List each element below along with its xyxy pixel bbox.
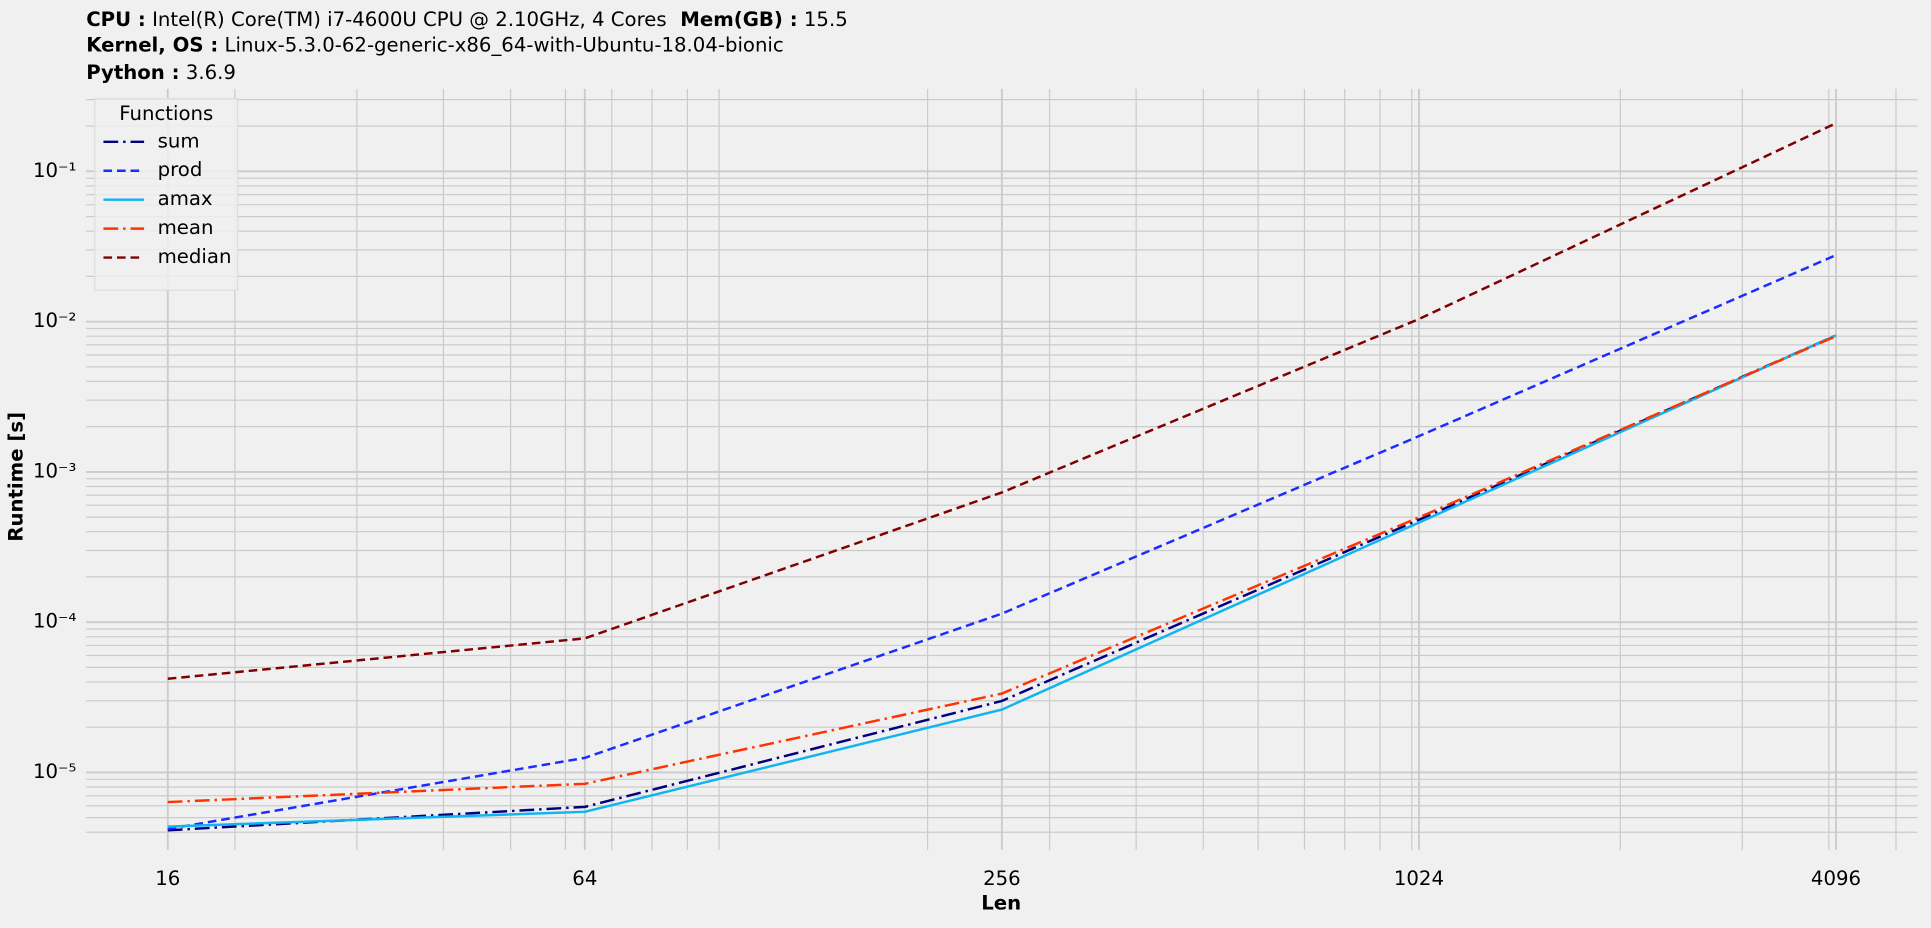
header-label: Python : xyxy=(86,60,179,83)
header-line: CPU : Intel(R) Core(TM) i7-4600U CPU @ 2… xyxy=(86,7,848,30)
legend-label: mean xyxy=(158,216,214,239)
x-tick-label: 1024 xyxy=(1394,867,1444,890)
grid xyxy=(86,88,1918,850)
header-label: Mem(GB) : xyxy=(680,7,797,30)
series-line xyxy=(167,335,1837,804)
legend-title: Functions xyxy=(119,102,213,125)
series-line xyxy=(167,334,1837,832)
header-value: 15.5 xyxy=(804,7,848,30)
header-label: Kernel, OS : xyxy=(86,33,218,56)
header-value: Intel(R) Core(TM) i7-4600U CPU @ 2.10GHz… xyxy=(152,7,667,30)
legend-label: median xyxy=(158,245,232,268)
lines xyxy=(167,122,1837,832)
y-tick-label: 10⁻⁴ xyxy=(33,610,76,633)
y-tick-label: 10⁻² xyxy=(33,309,76,332)
header-line: Kernel, OS : Linux-5.3.0-62-generic-x86_… xyxy=(86,33,784,56)
x-tick-label: 4096 xyxy=(1811,867,1861,890)
header-value: 3.6.9 xyxy=(186,60,236,83)
legend-label: prod xyxy=(158,158,203,181)
x-tick-label: 16 xyxy=(155,867,180,890)
y-axis-label: Runtime [s] xyxy=(5,412,28,542)
series-line xyxy=(167,254,1837,831)
header-line: Python : 3.6.9 xyxy=(86,60,236,83)
legend-label: amax xyxy=(158,187,213,210)
x-tick-label: 64 xyxy=(572,867,597,890)
series-line xyxy=(167,122,1837,681)
series-line xyxy=(167,334,1837,828)
y-tick-label: 10⁻⁵ xyxy=(33,760,76,783)
x-tick-label: 256 xyxy=(983,867,1021,890)
header-label: CPU : xyxy=(86,7,146,30)
header-value: Linux-5.3.0-62-generic-x86_64-with-Ubunt… xyxy=(225,33,784,56)
legend-label: sum xyxy=(158,129,200,152)
y-tick-label: 10⁻³ xyxy=(33,459,76,482)
x-axis-label: Len xyxy=(981,892,1021,915)
y-tick-label: 10⁻¹ xyxy=(33,159,76,182)
